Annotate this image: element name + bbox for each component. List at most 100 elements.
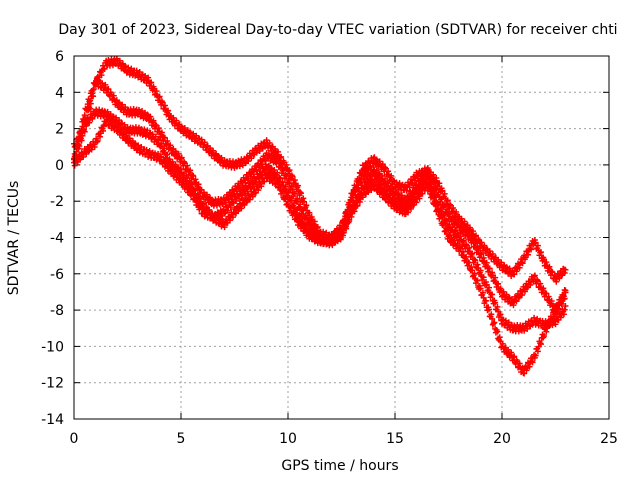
data-point (285, 176, 292, 183)
plot-frame (73, 55, 610, 420)
data-point (155, 136, 162, 143)
data-point (120, 131, 127, 138)
data-point (531, 273, 538, 280)
data-point (463, 253, 470, 260)
data-point (296, 217, 303, 224)
data-point (424, 181, 431, 188)
data-point (274, 169, 281, 176)
data-point (291, 200, 298, 207)
data-point (370, 155, 377, 162)
data-point (370, 164, 377, 171)
data-point (506, 265, 513, 272)
data-point (498, 259, 505, 266)
series-day-1 (71, 55, 569, 285)
data-point (562, 303, 569, 310)
data-point (203, 191, 210, 198)
data-point (532, 352, 539, 359)
data-point (496, 334, 503, 341)
data-point (74, 138, 81, 145)
data-point (518, 259, 525, 266)
data-point (453, 208, 460, 215)
data-point (109, 119, 116, 126)
data-point (557, 300, 564, 307)
data-point (187, 129, 194, 136)
data-point (277, 160, 284, 167)
data-point (486, 265, 493, 272)
data-point (372, 172, 379, 179)
x-tick-label: 5 (177, 431, 186, 447)
data-point (342, 224, 349, 231)
series-day-2 (71, 76, 569, 316)
data-point (395, 202, 402, 209)
data-point (477, 285, 484, 292)
data-point (276, 174, 283, 181)
data-point (477, 250, 484, 257)
data-point (78, 137, 85, 144)
data-point (285, 198, 291, 205)
data-point (246, 196, 253, 203)
data-point (116, 99, 123, 106)
data-point (479, 289, 486, 296)
data-point (469, 228, 476, 235)
x-tick-label: 0 (70, 431, 79, 447)
data-point (83, 107, 90, 114)
data-point (161, 102, 168, 109)
data-point (81, 112, 88, 119)
data-point (443, 206, 450, 213)
data-point (118, 127, 125, 134)
data-point (340, 232, 347, 239)
y-tick-label: -6 (50, 267, 64, 283)
data-point (456, 244, 463, 251)
data-point (548, 268, 555, 275)
data-point (457, 223, 464, 230)
data-point (466, 231, 473, 238)
data-point (71, 143, 78, 150)
data-point (148, 79, 155, 86)
data-point (74, 158, 81, 165)
data-point (101, 66, 108, 73)
data-point (219, 201, 226, 208)
data-point (164, 151, 171, 158)
data-point (455, 219, 462, 226)
data-point (483, 259, 490, 266)
data-point (229, 214, 236, 221)
data-point (192, 187, 199, 194)
data-point (169, 158, 176, 165)
data-point (489, 250, 496, 257)
data-point (531, 272, 538, 279)
data-point (427, 172, 434, 179)
data-point (161, 134, 168, 141)
data-point (106, 117, 113, 124)
data-point (294, 206, 301, 213)
data-point (480, 274, 487, 281)
data-point (139, 107, 146, 114)
data-point (268, 152, 275, 159)
data-point (497, 311, 504, 318)
data-point (553, 278, 560, 285)
data-point (541, 333, 548, 340)
data-point (390, 185, 397, 192)
data-point (265, 170, 272, 177)
data-point (495, 280, 502, 287)
data-point (258, 183, 265, 190)
data-point (368, 187, 375, 194)
data-point (549, 315, 556, 322)
data-point (528, 246, 535, 253)
data-point (294, 182, 301, 189)
data-point (478, 239, 485, 246)
data-point (125, 64, 132, 71)
data-point (285, 189, 292, 196)
data-point (90, 86, 97, 93)
data-point (443, 198, 450, 205)
data-point (167, 142, 174, 149)
data-point (473, 232, 480, 239)
data-point (113, 98, 120, 105)
data-point (521, 288, 528, 295)
y-tick-label: -8 (50, 303, 64, 319)
data-point (524, 325, 531, 332)
x-axis-label: GPS time / hours (281, 458, 398, 474)
data-point (472, 257, 479, 264)
data-point (282, 183, 289, 190)
data-point (518, 292, 525, 299)
data-point (521, 370, 528, 377)
